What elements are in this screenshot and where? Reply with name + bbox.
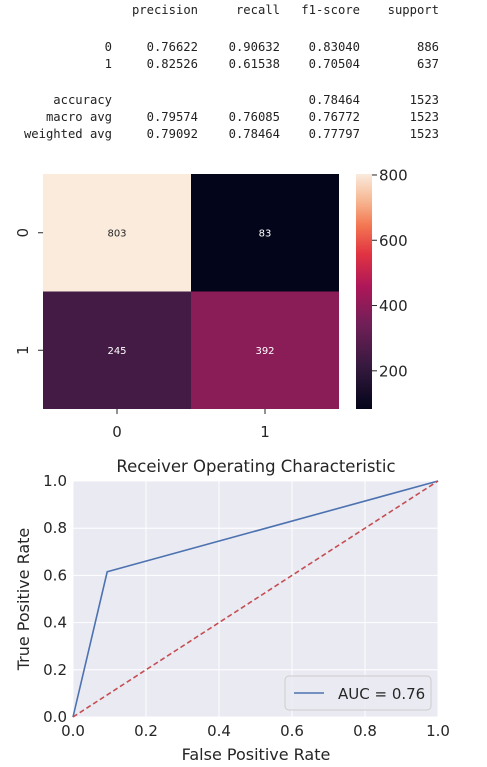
- x-tick-label: 0.8: [353, 722, 377, 740]
- row-precision: 0.79092: [146, 127, 198, 141]
- colorbar-tick-label: 800: [379, 166, 408, 184]
- row-recall: 0.61538: [228, 57, 280, 71]
- confusion-matrix-heatmap: 803 83 245 392 0 1 0 1 200 400 600 800: [14, 166, 408, 441]
- colorbar-tick-label: 400: [379, 297, 408, 315]
- row-recall: [200, 91, 280, 109]
- row-precision: 0.76622: [146, 40, 198, 54]
- heatmap-cell-label: 83: [259, 228, 272, 239]
- row-recall: 0.78464: [228, 127, 280, 141]
- row-precision: 0.79574: [146, 110, 198, 124]
- x-axis-label: False Positive Rate: [182, 745, 331, 764]
- y-axis-label: True Positive Rate: [14, 528, 33, 672]
- x-tick-label: 1.0: [426, 722, 450, 740]
- y-tick-label: 0.4: [43, 614, 67, 632]
- report-row: 0 0.76622 0.90632 0.83040 886: [0, 38, 487, 56]
- classification-report: precision recall f1-score support 0 0.76…: [0, 0, 487, 160]
- report-row: 1 0.82526 0.61538 0.70504 637: [0, 55, 487, 73]
- report-row: weighted avg 0.79092 0.78464 0.77797 152…: [0, 125, 487, 143]
- x-tick-label: 0.4: [207, 722, 231, 740]
- y-tick-label: 0: [14, 228, 32, 238]
- y-tick-label: 0.8: [43, 519, 67, 537]
- heatmap-cell: [43, 291, 191, 409]
- row-support: 1523: [409, 127, 439, 141]
- y-tick-label: 1.0: [43, 472, 67, 490]
- row-precision: [118, 91, 198, 109]
- x-tick-label: 0: [112, 423, 122, 441]
- report-row: macro avg 0.79574 0.76085 0.76772 1523: [0, 108, 487, 126]
- colorbar-tick-label: 200: [379, 362, 408, 380]
- y-tick-label: 0.6: [43, 566, 67, 584]
- row-precision: 0.82526: [146, 57, 198, 71]
- row-f1: 0.78464: [308, 93, 360, 107]
- heatmap-cell-label: 245: [107, 346, 126, 357]
- report-header-row: precision recall f1-score support: [0, 1, 487, 19]
- y-tick-label: 1: [14, 345, 32, 355]
- row-recall: 0.90632: [228, 40, 280, 54]
- roc-curve-line: [72, 480, 439, 718]
- heatmap-cell: [43, 174, 191, 292]
- row-f1: 0.83040: [308, 40, 360, 54]
- heatmap-cell-label: 392: [255, 346, 274, 357]
- y-tick-label: 0.0: [43, 708, 67, 726]
- header-precision: precision: [131, 3, 198, 17]
- roc-chart: 0.0 0.2 0.4 0.6 0.8 1.0 0.0 0.2 0.4 0.6 0.8 1.0 Rec…: [14, 457, 450, 764]
- row-support: 1523: [409, 93, 439, 107]
- row-label: 0: [104, 40, 112, 54]
- report-row: accuracy 0.78464 1523: [0, 91, 487, 109]
- row-f1: 0.77797: [308, 127, 360, 141]
- x-tick-label: 1: [260, 423, 270, 441]
- y-tick-label: 0.2: [43, 661, 67, 679]
- header-recall: recall: [235, 3, 280, 17]
- header-support: support: [387, 3, 439, 17]
- row-label: accuracy: [53, 93, 112, 107]
- row-f1: 0.70504: [308, 57, 360, 71]
- legend-label: AUC = 0.76: [338, 685, 425, 703]
- chance-diagonal-line: [72, 480, 439, 718]
- x-tick-label: 0.2: [134, 722, 158, 740]
- chart-title: Receiver Operating Characteristic: [116, 457, 395, 476]
- row-label: 1: [104, 57, 112, 71]
- header-f1-score: f1-score: [301, 3, 360, 17]
- colorbar-tick-label: 600: [379, 232, 408, 250]
- x-tick-label: 0.0: [61, 722, 85, 740]
- legend-box: [284, 675, 432, 711]
- legend: AUC = 0.76: [284, 675, 432, 711]
- row-support: 637: [416, 57, 439, 71]
- heatmap-cell: [191, 291, 339, 409]
- row-f1: 0.76772: [308, 110, 360, 124]
- x-tick-label: 0.6: [280, 722, 304, 740]
- heatmap-cell-label: 803: [107, 228, 126, 239]
- heatmap-cell: [191, 174, 339, 292]
- row-support: 886: [416, 40, 439, 54]
- row-label: weighted avg: [23, 127, 112, 141]
- colorbar: [356, 174, 372, 409]
- row-recall: 0.76085: [228, 110, 280, 124]
- row-support: 1523: [409, 110, 439, 124]
- row-label: macro avg: [45, 110, 112, 124]
